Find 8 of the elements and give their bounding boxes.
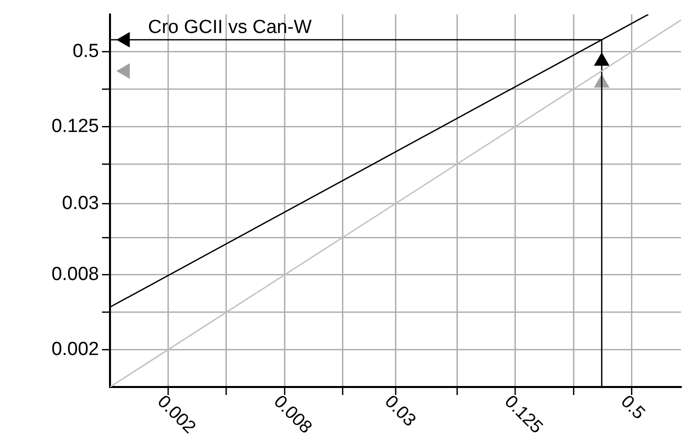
y-tick-label: 0.125 — [51, 116, 99, 137]
annotation: Cro GCII vs Can-W — [148, 17, 312, 38]
y-tick-label: 0.008 — [51, 264, 99, 286]
x-tick-label: 0.5 — [617, 391, 650, 424]
y-tick-label: 0.03 — [62, 192, 99, 214]
y-tick-label: 0.5 — [72, 41, 99, 62]
y-tick-label: 0.002 — [51, 338, 99, 360]
x-tick-label: 0.03 — [381, 391, 420, 430]
